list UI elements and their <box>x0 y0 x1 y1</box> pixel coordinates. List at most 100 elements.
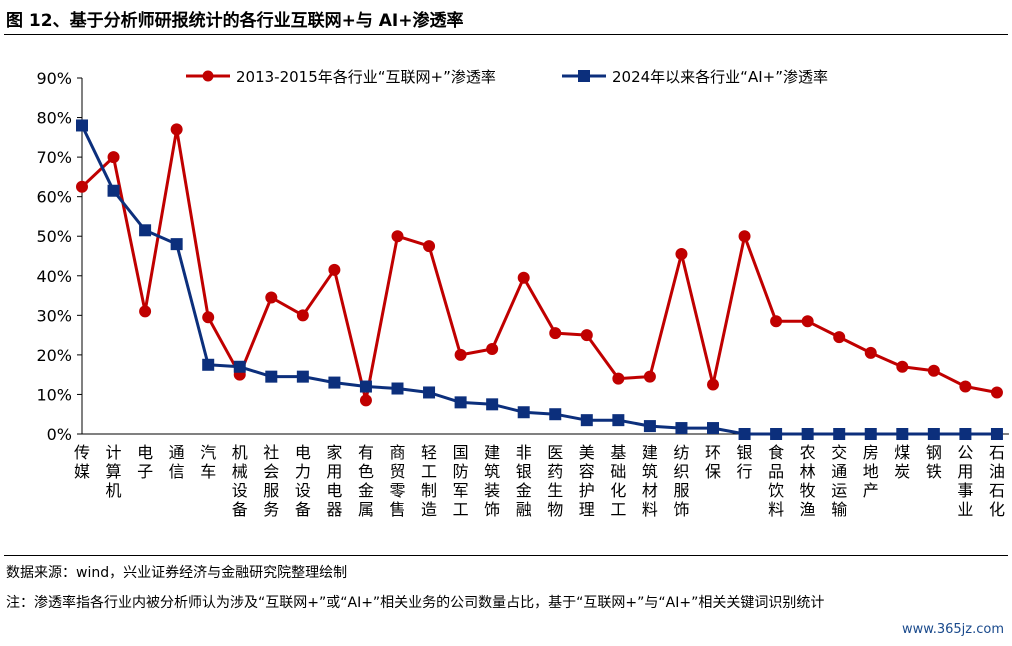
x-tick-label-char: 纺 <box>673 443 689 462</box>
legend-marker <box>202 70 214 82</box>
data-point <box>107 184 120 197</box>
x-tick-label-char: 材 <box>642 481 658 500</box>
y-tick-label: 40% <box>36 267 72 286</box>
x-tick-label-char: 基 <box>610 443 626 462</box>
data-point <box>801 315 814 328</box>
x-tick-label-char: 饰 <box>484 500 500 519</box>
data-point <box>170 238 183 251</box>
x-tick-label-char: 运 <box>831 481 847 500</box>
data-point <box>265 370 278 383</box>
x-tick-label-char: 械 <box>232 462 248 481</box>
x-tick-label-char: 机 <box>232 443 248 462</box>
x-tick-label-char: 非 <box>516 443 532 462</box>
legend-marker <box>578 70 590 82</box>
x-tick-label-char: 零 <box>389 481 405 500</box>
x-tick-label-char: 用 <box>957 462 973 481</box>
x-tick-label-char: 建 <box>484 443 500 462</box>
y-tick-label: 90% <box>36 69 72 88</box>
data-point <box>864 428 877 440</box>
y-tick-label: 50% <box>36 227 72 246</box>
data-point <box>927 428 940 440</box>
x-tick-label-char: 工 <box>453 500 469 519</box>
x-tick-label-char: 事 <box>957 481 973 500</box>
data-point <box>233 360 246 373</box>
x-tick-label-char: 属 <box>358 500 374 519</box>
data-point <box>202 358 215 371</box>
x-tick-label-char: 造 <box>421 500 437 519</box>
x-tick-label-char: 化 <box>610 481 626 500</box>
data-point <box>959 380 972 393</box>
x-tick-label-char: 理 <box>579 500 595 519</box>
x-tick-label-char: 炭 <box>894 462 910 481</box>
x-tick-label-char: 煤 <box>894 443 910 462</box>
x-tick-label-char: 石 <box>989 481 1005 500</box>
x-tick-label-char: 军 <box>453 481 469 500</box>
x-tick-label-char: 会 <box>263 462 279 481</box>
data-point <box>454 348 467 361</box>
data-point <box>170 123 183 136</box>
x-tick-label-char: 产 <box>863 481 879 500</box>
data-point <box>959 428 972 440</box>
data-point <box>296 370 309 383</box>
data-point <box>454 396 467 409</box>
data-point <box>990 428 1003 440</box>
data-point <box>423 240 436 253</box>
y-tick-label: 20% <box>36 346 72 365</box>
x-tick-label-char: 工 <box>421 462 437 481</box>
x-tick-label-char: 输 <box>831 500 847 519</box>
y-axis: 0% 10% 20% 30% 40% 50% 60% 70% 80% 90% <box>36 69 83 444</box>
data-point <box>580 414 593 427</box>
data-point <box>801 428 814 440</box>
data-point <box>896 428 909 440</box>
x-tick-label-char: 医 <box>547 443 563 462</box>
data-point <box>391 382 404 395</box>
x-tick-label-char: 牧 <box>800 481 816 500</box>
watermark: www.365jz.com <box>902 622 1004 637</box>
data-point <box>486 342 499 355</box>
data-point <box>770 315 783 328</box>
data-point <box>265 291 278 304</box>
data-point <box>328 263 341 276</box>
data-point <box>833 331 846 344</box>
x-tick-label-char: 色 <box>358 462 374 481</box>
line-chart: 0%10%20%30%40%50%60%70%80%90% 传媒计算机电子通信汽… <box>36 68 1009 519</box>
data-point <box>549 408 562 421</box>
x-tick-label-char: 建 <box>642 443 658 462</box>
x-tick-label-char: 物 <box>547 500 563 519</box>
data-point <box>391 230 404 243</box>
x-tick-label-char: 务 <box>263 500 279 519</box>
data-point <box>707 422 719 435</box>
x-tick-label-char: 传 <box>74 443 90 462</box>
x-tick-label-char: 银 <box>737 443 753 462</box>
x-tick-label-char: 钢 <box>926 443 942 462</box>
data-point <box>517 271 530 284</box>
x-tick-label-char: 筑 <box>484 462 500 481</box>
x-tick-label-char: 行 <box>737 462 753 481</box>
x-tick-label-char: 工 <box>610 500 626 519</box>
series-layer <box>76 119 1003 440</box>
x-tick-label-char: 融 <box>516 500 532 519</box>
source-divider <box>4 555 1008 556</box>
series-0 <box>76 123 1003 407</box>
x-tick-label-char: 通 <box>169 443 185 462</box>
y-tick-label: 70% <box>36 148 72 167</box>
data-point <box>990 386 1003 399</box>
x-tick-label-char: 美 <box>579 443 595 462</box>
data-point <box>896 360 909 373</box>
x-tick-label-char: 计 <box>106 443 122 462</box>
series-line <box>80 124 997 436</box>
series-1 <box>76 119 1003 440</box>
x-tick-label-char: 食 <box>768 443 784 462</box>
x-tick-label-char: 保 <box>705 462 721 481</box>
x-tick-label-char: 金 <box>516 481 532 500</box>
data-point <box>707 378 719 391</box>
data-point <box>770 428 783 440</box>
x-tick-label-char: 电 <box>295 443 311 462</box>
x-tick-label-char: 生 <box>547 481 563 500</box>
x-tick-label-char: 服 <box>263 481 279 500</box>
x-tick-label-char: 算 <box>106 462 122 481</box>
series-line <box>80 127 998 402</box>
figure-title: 图 12、基于分析师研报统计的各行业互联网+与 AI+渗透率 <box>6 11 464 31</box>
data-point <box>423 386 436 399</box>
x-tick-label-char: 社 <box>263 443 279 462</box>
